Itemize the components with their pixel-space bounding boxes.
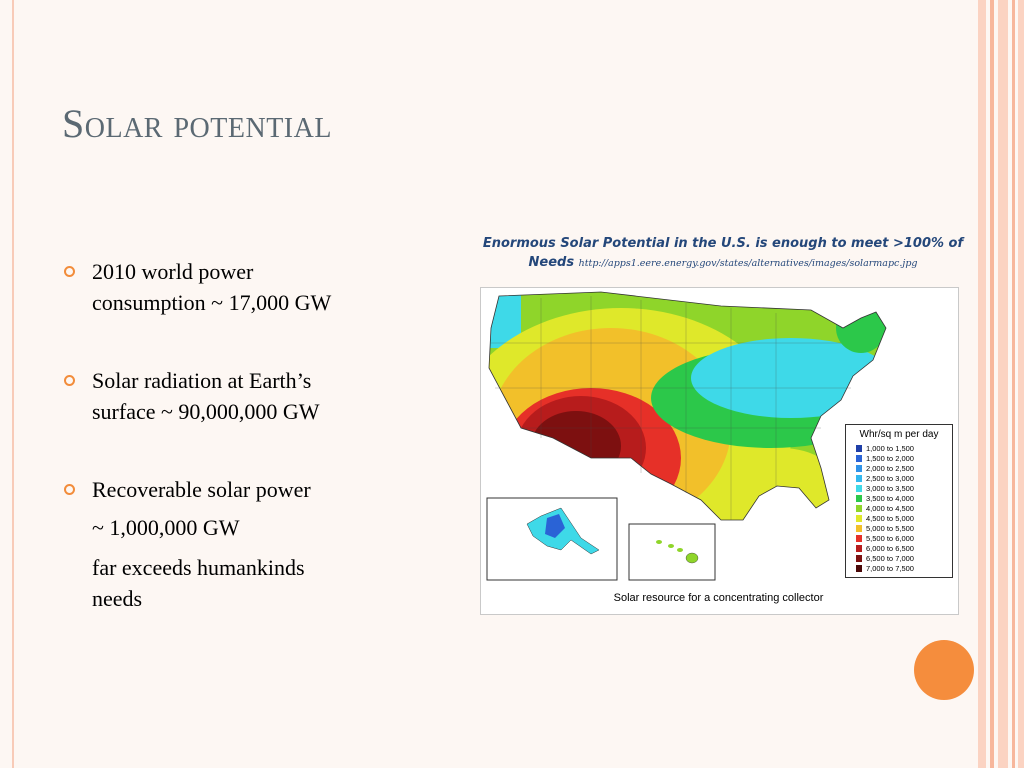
continuation-line: ~ 1,000,000 GW: [92, 515, 240, 540]
legend-swatch: [856, 524, 862, 532]
bullet-item: Recoverable solar power: [62, 474, 422, 505]
legend-item: 3,000 to 3,500: [856, 483, 952, 493]
legend-label: 2,000 to 2,500: [866, 463, 914, 473]
legend-swatch: [856, 544, 862, 552]
legend-item: 1,500 to 2,000: [856, 453, 952, 463]
legend-swatch: [856, 564, 862, 572]
legend-item: 6,000 to 6,500: [856, 543, 952, 553]
legend-item: 4,500 to 5,000: [856, 513, 952, 523]
us-solar-map-graphic: [486, 291, 887, 581]
bullet-icon: [64, 375, 75, 386]
legend-label: 1,500 to 2,000: [866, 453, 914, 463]
bullet-icon: [64, 266, 75, 277]
legend-item: 2,000 to 2,500: [856, 463, 952, 473]
legend-swatch: [856, 514, 862, 522]
bullet-item: 2010 world power consumption ~ 17,000 GW: [62, 256, 422, 318]
bullet-line: surface ~ 90,000,000 GW: [92, 399, 320, 424]
legend-label: 4,000 to 4,500: [866, 503, 914, 513]
bullet-line: Solar radiation at Earth’s: [92, 368, 312, 393]
bullet-line: consumption ~ 17,000 GW: [92, 290, 332, 315]
legend-item: 5,500 to 6,000: [856, 533, 952, 543]
bullet-icon: [64, 484, 75, 495]
legend-label: 3,000 to 3,500: [866, 483, 914, 493]
decorative-stripe: [1012, 0, 1015, 768]
legend-label: 5,000 to 5,500: [866, 523, 914, 533]
legend-title: Whr/sq m per day: [859, 429, 939, 440]
legend-label: 6,000 to 6,500: [866, 543, 914, 553]
legend-label: 2,500 to 3,000: [866, 473, 914, 483]
bullet-line: Recoverable solar power: [92, 477, 311, 502]
legend-item: 4,000 to 4,500: [856, 503, 952, 513]
bullet-item: Solar radiation at Earth’s surface ~ 90,…: [62, 365, 422, 427]
map-note: Solar resource for a concentrating colle…: [613, 592, 824, 604]
figure-caption: Enormous Solar Potential in the U.S. is …: [478, 234, 968, 273]
legend-swatch: [856, 554, 862, 562]
slide-title: Solar potential: [62, 101, 332, 146]
decorative-border: [12, 0, 14, 768]
legend-item: 5,000 to 5,500: [856, 523, 952, 533]
legend-item: 3,500 to 4,000: [856, 493, 952, 503]
legend-swatch: [856, 534, 862, 542]
continuation-line: needs: [92, 586, 143, 611]
legend-label: 4,500 to 5,000: [866, 513, 914, 523]
bullet-list: 2010 world power consumption ~ 17,000 GW…: [62, 256, 422, 614]
bullet-line: 2010 world power: [92, 259, 254, 284]
decorative-stripe: [998, 0, 1008, 768]
legend-swatch: [856, 474, 862, 482]
legend-label: 6,500 to 7,000: [866, 553, 914, 563]
legend-item: 1,000 to 1,500: [856, 443, 952, 453]
legend-swatch: [856, 484, 862, 492]
legend-item: 7,000 to 7,500: [856, 563, 952, 573]
decorative-stripe: [990, 0, 994, 768]
caption-url: http://apps1.eere.energy.gov/states/alte…: [578, 258, 918, 269]
legend-items: 1,000 to 1,500 1,500 to 2,000 2,000 to 2,5…: [846, 443, 952, 573]
legend-label: 7,000 to 7,500: [866, 563, 914, 573]
decorative-stripe: [1018, 0, 1024, 768]
legend-swatch: [856, 444, 862, 452]
map-legend: Whr/sq m per day 1,000 to 1,500 1,500 to …: [845, 424, 953, 578]
decorative-stripe: [978, 0, 986, 768]
continuation-line: far exceeds humankinds: [92, 555, 305, 580]
legend-item: 6,500 to 7,000: [856, 553, 952, 563]
solar-map: [480, 287, 959, 615]
legend-swatch: [856, 464, 862, 472]
legend-swatch: [856, 494, 862, 502]
legend-swatch: [856, 454, 862, 462]
legend-label: 5,500 to 6,000: [866, 533, 914, 543]
legend-label: 3,500 to 4,000: [866, 493, 914, 503]
legend-label: 1,000 to 1,500: [866, 443, 914, 453]
caption-text: Enormous Solar Potential in the U.S. is …: [482, 236, 964, 270]
legend-swatch: [856, 504, 862, 512]
decorative-circle: [914, 640, 974, 700]
legend-item: 2,500 to 3,000: [856, 473, 952, 483]
